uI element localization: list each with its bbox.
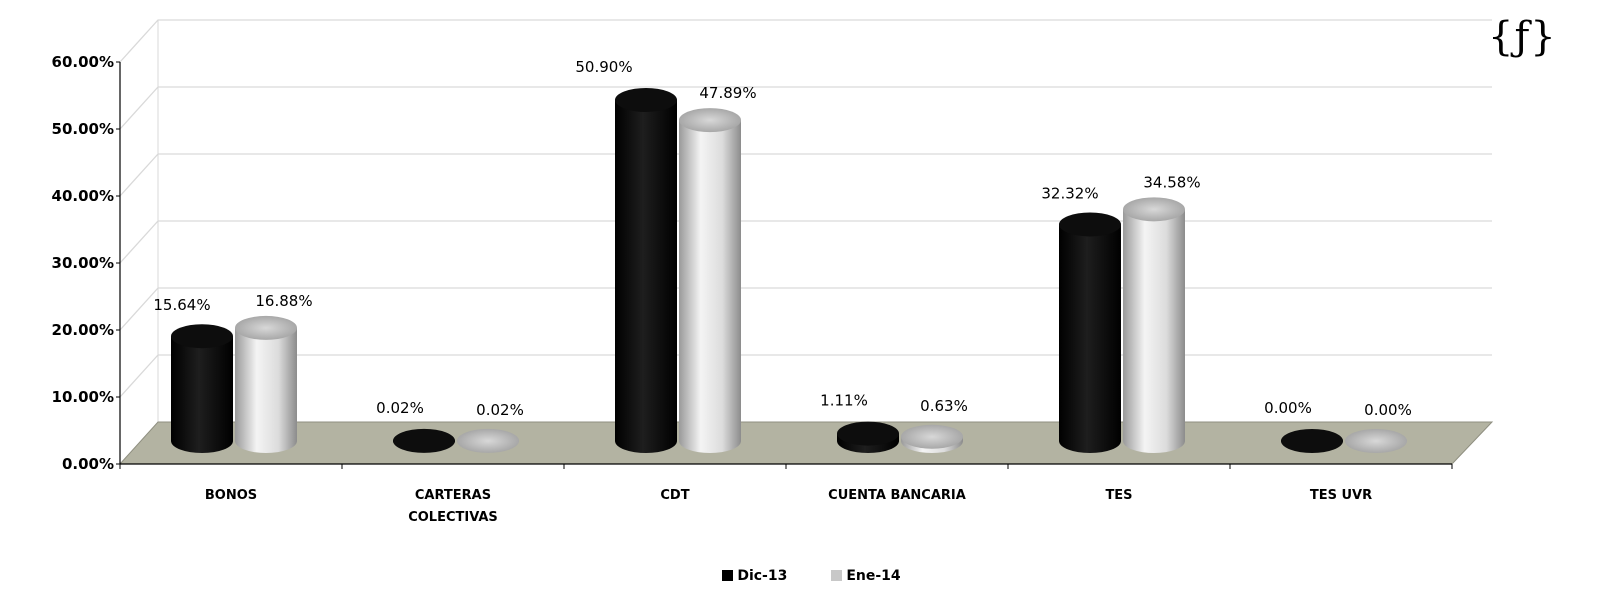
corner-mark: {ƒ}	[1488, 14, 1557, 60]
gridline	[119, 354, 1492, 398]
data-label: 1.11%	[820, 392, 868, 410]
legend-item-dic-13: Dic-13	[722, 568, 787, 584]
bar-body	[679, 120, 741, 454]
data-label: 15.64%	[153, 296, 210, 314]
axes	[116, 61, 1453, 469]
y-axis-ticks: 0.00% 10.00% 20.00% 30.00% 40.00% 50.00% 60.00…	[52, 53, 114, 473]
bar-top	[1281, 429, 1343, 453]
x-tick-label: CDT	[660, 488, 689, 503]
legend: Dic-13 Ene-14	[0, 568, 1623, 584]
bar-dic-13-0	[171, 324, 233, 453]
bar-top	[1345, 429, 1407, 453]
legend-swatch	[831, 570, 843, 581]
bar-ene-14-2	[679, 108, 741, 454]
data-label: 0.00%	[1264, 399, 1312, 417]
bar-dic-13-1	[393, 428, 455, 453]
x-tick-label: CUENTA BANCARIA	[828, 488, 966, 503]
gridline	[119, 19, 1492, 63]
bar-top	[171, 324, 233, 349]
data-labels: 15.64% 16.88% 0.02% 0.02% 50.90% 47.89% 1.11% 0…	[153, 58, 1411, 419]
y-tick-label: 60.00%	[52, 53, 114, 71]
bar-dic-13-3	[837, 421, 899, 453]
y-tick-label: 30.00%	[52, 254, 114, 272]
bar-top	[679, 108, 741, 133]
gridline	[119, 153, 1492, 197]
bar-dic-13-2	[615, 87, 677, 453]
bar-body	[1059, 224, 1121, 453]
x-tick-label: TES	[1105, 488, 1132, 503]
legend-label: Dic-13	[737, 568, 788, 584]
data-label: 0.02%	[476, 401, 524, 419]
data-label: 16.88%	[255, 292, 312, 310]
bar-top	[393, 428, 455, 453]
bar-body	[1123, 209, 1185, 453]
bar-top	[235, 315, 297, 340]
bar-top	[1059, 212, 1121, 237]
bar-dic-13-4	[1059, 212, 1121, 453]
x-tick-label: CARTERAS	[415, 488, 491, 503]
gridlines	[119, 19, 1492, 398]
bar-ene-14-1	[457, 428, 519, 453]
data-label: 50.90%	[575, 58, 632, 76]
x-axis-ticks: BONOS CARTERAS COLECTIVAS CDT CUENTA BANCARI…	[205, 488, 1372, 525]
data-label: 0.63%	[920, 397, 968, 415]
bars	[171, 87, 1407, 454]
y-tick-label: 40.00%	[52, 187, 114, 205]
gridline	[119, 220, 1492, 264]
bar-top	[837, 421, 899, 446]
bar-ene-14-4	[1123, 197, 1185, 453]
legend-label: Ene-14	[846, 568, 901, 584]
data-label: 0.00%	[1364, 401, 1412, 419]
bar-body	[171, 336, 233, 453]
x-tick-label: BONOS	[205, 488, 257, 503]
bar-ene-14-5	[1345, 429, 1407, 453]
data-label: 0.02%	[376, 399, 424, 417]
x-tick-label: TES UVR	[1310, 488, 1372, 503]
data-label: 34.58%	[1143, 173, 1200, 191]
y-tick-label: 20.00%	[52, 321, 114, 339]
legend-item-ene-14: Ene-14	[831, 568, 901, 584]
gridline	[119, 86, 1492, 130]
bar-dic-13-5	[1281, 429, 1343, 453]
bar-top	[901, 424, 963, 449]
data-label: 47.89%	[699, 84, 756, 102]
data-label: 32.32%	[1041, 184, 1098, 202]
bar-ene-14-3	[901, 424, 963, 453]
y-tick-label: 0.00%	[62, 455, 114, 473]
legend-swatch	[722, 570, 734, 581]
bar-top	[1123, 197, 1185, 222]
bar-top	[457, 428, 519, 453]
bar-body	[615, 99, 677, 453]
x-tick-label: COLECTIVAS	[408, 510, 498, 525]
bar-top	[615, 87, 677, 112]
gridline	[119, 287, 1492, 331]
bar-body	[235, 327, 297, 453]
bar-ene-14-0	[235, 315, 297, 453]
y-tick-label: 10.00%	[52, 388, 114, 406]
y-tick-label: 50.00%	[52, 120, 114, 138]
